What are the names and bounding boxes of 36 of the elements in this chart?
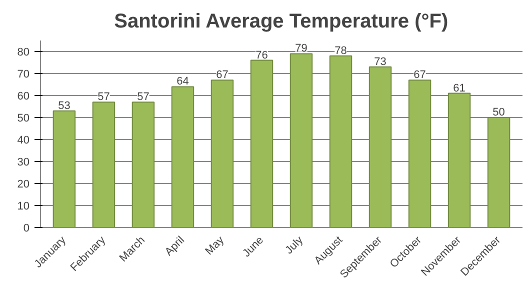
y-tick-label: 40 xyxy=(17,134,30,146)
bar xyxy=(92,102,116,228)
y-tick-label: 60 xyxy=(17,90,30,102)
bar xyxy=(329,55,352,228)
y-tick-label: 0 xyxy=(23,222,30,234)
bar xyxy=(487,117,510,228)
data-label: 53 xyxy=(58,100,70,112)
data-label: 67 xyxy=(216,69,228,82)
y-tick-label: 50 xyxy=(17,112,30,124)
data-label: 64 xyxy=(176,76,189,88)
bar xyxy=(171,86,194,228)
data-label: 50 xyxy=(492,106,505,118)
y-tick-label: 20 xyxy=(17,178,30,190)
y-tick-label: 70 xyxy=(17,68,30,80)
data-label: 73 xyxy=(374,56,386,68)
y-tick-label: 30 xyxy=(17,156,30,168)
data-label: 79 xyxy=(295,42,308,55)
bar xyxy=(448,92,471,228)
chart-title: Santorini Average Temperature (°F) xyxy=(114,10,448,32)
y-tick-label: 10 xyxy=(17,200,30,212)
bar xyxy=(250,60,274,228)
data-label: 78 xyxy=(334,44,347,57)
x-tick-label: May xyxy=(203,234,227,258)
bar xyxy=(132,102,155,228)
x-tick-label: July xyxy=(283,234,306,257)
y-tick-label: 80 xyxy=(17,46,30,58)
bar xyxy=(210,80,234,228)
data-label: 57 xyxy=(137,91,150,104)
data-label: 57 xyxy=(98,91,110,104)
data-label: 76 xyxy=(256,49,268,62)
data-label: 67 xyxy=(414,69,426,82)
data-label: 61 xyxy=(453,82,466,94)
bar xyxy=(408,80,432,228)
bar xyxy=(368,66,392,228)
bar xyxy=(52,110,76,228)
bar xyxy=(290,53,313,228)
